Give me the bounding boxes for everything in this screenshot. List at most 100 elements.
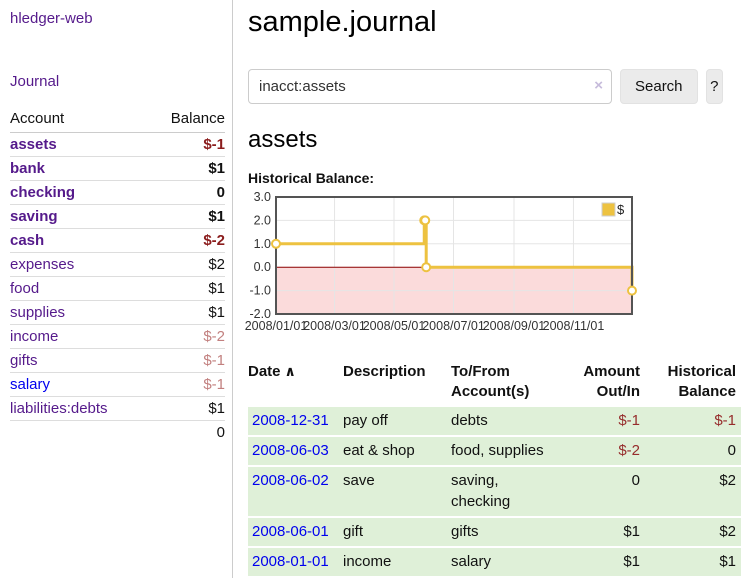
y-axis-tick-label: 3.0: [254, 190, 271, 204]
account-row: food $1: [10, 276, 225, 301]
account-row: income $-2: [10, 324, 225, 349]
transaction-accounts: gifts: [451, 518, 563, 546]
transaction-balance: $1: [646, 547, 741, 576]
page-title: sample.journal: [248, 6, 437, 38]
account-link[interactable]: bank: [10, 160, 46, 177]
account-balance: $-1: [148, 132, 225, 157]
account-row: bank $1: [10, 156, 225, 181]
transaction-amount: $1: [563, 547, 646, 576]
register-header-description: Description: [343, 363, 426, 380]
transaction-amount: $-2: [563, 436, 646, 465]
account-link[interactable]: gifts: [10, 352, 38, 369]
account-row: assets $-1: [10, 132, 225, 157]
account-row: cash $-2: [10, 228, 225, 253]
account-balance: $1: [148, 396, 225, 421]
account-link[interactable]: assets: [10, 136, 57, 153]
transaction-amount: $1: [563, 518, 646, 546]
y-axis-tick-label: 2.0: [254, 213, 271, 227]
sidebar: hledger-web Journal Account Balance asse…: [0, 0, 233, 578]
clear-search-icon[interactable]: ×: [594, 77, 603, 94]
transaction-amount: 0: [563, 466, 646, 516]
transaction-accounts: food, supplies: [451, 436, 563, 465]
accounts-total-row: 0: [10, 420, 225, 445]
account-row: gifts $-1: [10, 348, 225, 373]
sort-ascending-icon: ∧: [284, 363, 296, 379]
account-balance: $1: [148, 204, 225, 229]
x-axis-tick-label: 2008/09/01: [483, 319, 546, 333]
chart-canvas[interactable]: 3.0 2.0 1.0 0.0 -1.0 -2.02008/01/012008/03/01…: [245, 190, 642, 336]
data-point-marker[interactable]: [627, 285, 637, 296]
transaction-description: pay off: [343, 407, 451, 435]
account-link[interactable]: food: [10, 280, 40, 297]
transaction-accounts: saving, checking: [451, 466, 563, 516]
help-button[interactable]: ?: [705, 69, 723, 104]
account-balance: $1: [148, 300, 225, 325]
transaction-date-link[interactable]: 2008-06-01: [252, 523, 329, 540]
account-row: saving $1: [10, 204, 225, 229]
data-point-marker[interactable]: [271, 238, 281, 249]
account-link[interactable]: salary: [10, 376, 51, 393]
account-balance: $1: [148, 156, 225, 181]
transaction-balance: 0: [646, 436, 741, 465]
search-button[interactable]: Search: [620, 69, 698, 104]
register-header-accounts: To/From Account(s): [451, 363, 530, 400]
app-title-link[interactable]: hledger-web: [10, 10, 93, 27]
transaction-accounts: debts: [451, 407, 563, 435]
x-axis-tick-label: 2008/07/01: [422, 319, 485, 333]
transaction-description: gift: [343, 518, 451, 546]
historical-balance-chart[interactable]: 3.0 2.0 1.0 0.0 -1.0 -2.0 2008/01/01 2008/03/01…: [245, 190, 728, 336]
transaction-date-link[interactable]: 2008-06-02: [252, 471, 329, 489]
account-balance: 0: [148, 180, 225, 205]
transaction-description: income: [343, 547, 451, 576]
main-content: sample.journal × Search ? assets Histori…: [233, 0, 741, 578]
account-link[interactable]: liabilities:debts: [10, 400, 108, 417]
x-axis-tick-label: 2008/11/01: [543, 319, 605, 333]
accounts-balance-table: Account Balance assets $-1 bank $1 checking 0…: [10, 106, 225, 445]
account-link[interactable]: cash: [10, 232, 45, 249]
chart-title: Historical Balance:: [248, 170, 375, 186]
accounts-header-account: Account: [10, 106, 149, 133]
transaction-balance: $-1: [646, 407, 741, 435]
search-input[interactable]: [248, 69, 612, 104]
data-point-marker[interactable]: [421, 262, 432, 273]
account-balance: $-2: [148, 324, 225, 349]
x-axis-tick-label: 2008/03/01: [303, 319, 366, 333]
y-axis-tick-label: -1.0: [249, 284, 271, 298]
account-row: supplies $1: [10, 300, 225, 325]
data-point-marker[interactable]: [420, 215, 431, 226]
transaction-balance: $2: [646, 518, 741, 546]
account-link[interactable]: expenses: [10, 256, 75, 273]
legend-color-swatch: [601, 202, 616, 217]
transaction-accounts: salary: [451, 547, 563, 576]
transaction-date-link[interactable]: 2008-01-01: [252, 552, 329, 570]
transaction-description: eat & shop: [343, 436, 451, 465]
account-link[interactable]: supplies: [10, 304, 66, 321]
account-row: expenses $2: [10, 252, 225, 277]
account-row: liabilities:debts $1: [10, 396, 225, 421]
register-table: Date ∧ Description To/From Account(s) Amo…: [248, 358, 741, 578]
register-row: 2008-12-31 pay off debts $-1 $-1: [248, 407, 741, 435]
register-header-date[interactable]: Date ∧: [248, 363, 296, 380]
account-link[interactable]: income: [10, 328, 59, 345]
transaction-date-link[interactable]: 2008-12-31: [252, 412, 329, 429]
y-axis-tick-label: -2.0: [249, 307, 271, 321]
sidebar-item-journal[interactable]: Journal: [10, 73, 60, 90]
transaction-amount: $-1: [563, 407, 646, 435]
y-axis-tick-label: 0.0: [254, 260, 271, 274]
transaction-balance: $2: [646, 466, 741, 516]
register-row: 2008-01-01 income salary $1 $1: [248, 547, 741, 576]
account-balance: $-1: [148, 348, 225, 373]
x-axis-tick-label: 2008/05/01: [363, 319, 426, 333]
register-row: 2008-06-03 eat & shop food, supplies $-2 0: [248, 436, 741, 465]
transaction-date-link[interactable]: 2008-06-03: [252, 441, 329, 459]
account-balance: $1: [148, 276, 225, 301]
register-header-balance: Historical Balance: [667, 363, 736, 400]
x-axis-tick-label: 2008/01/01: [245, 319, 308, 333]
account-link[interactable]: checking: [10, 184, 76, 201]
y-axis-tick-label: 1.0: [254, 237, 271, 251]
account-link[interactable]: saving: [10, 208, 58, 225]
search-form: × Search ?: [248, 69, 723, 104]
transaction-description: save: [343, 466, 451, 516]
account-balance: $2: [148, 252, 225, 277]
legend-label: $: [617, 202, 625, 217]
